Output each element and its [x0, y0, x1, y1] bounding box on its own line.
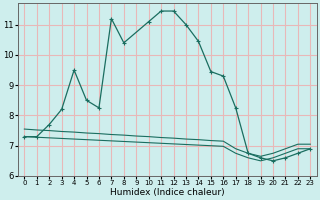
X-axis label: Humidex (Indice chaleur): Humidex (Indice chaleur)	[110, 188, 225, 197]
